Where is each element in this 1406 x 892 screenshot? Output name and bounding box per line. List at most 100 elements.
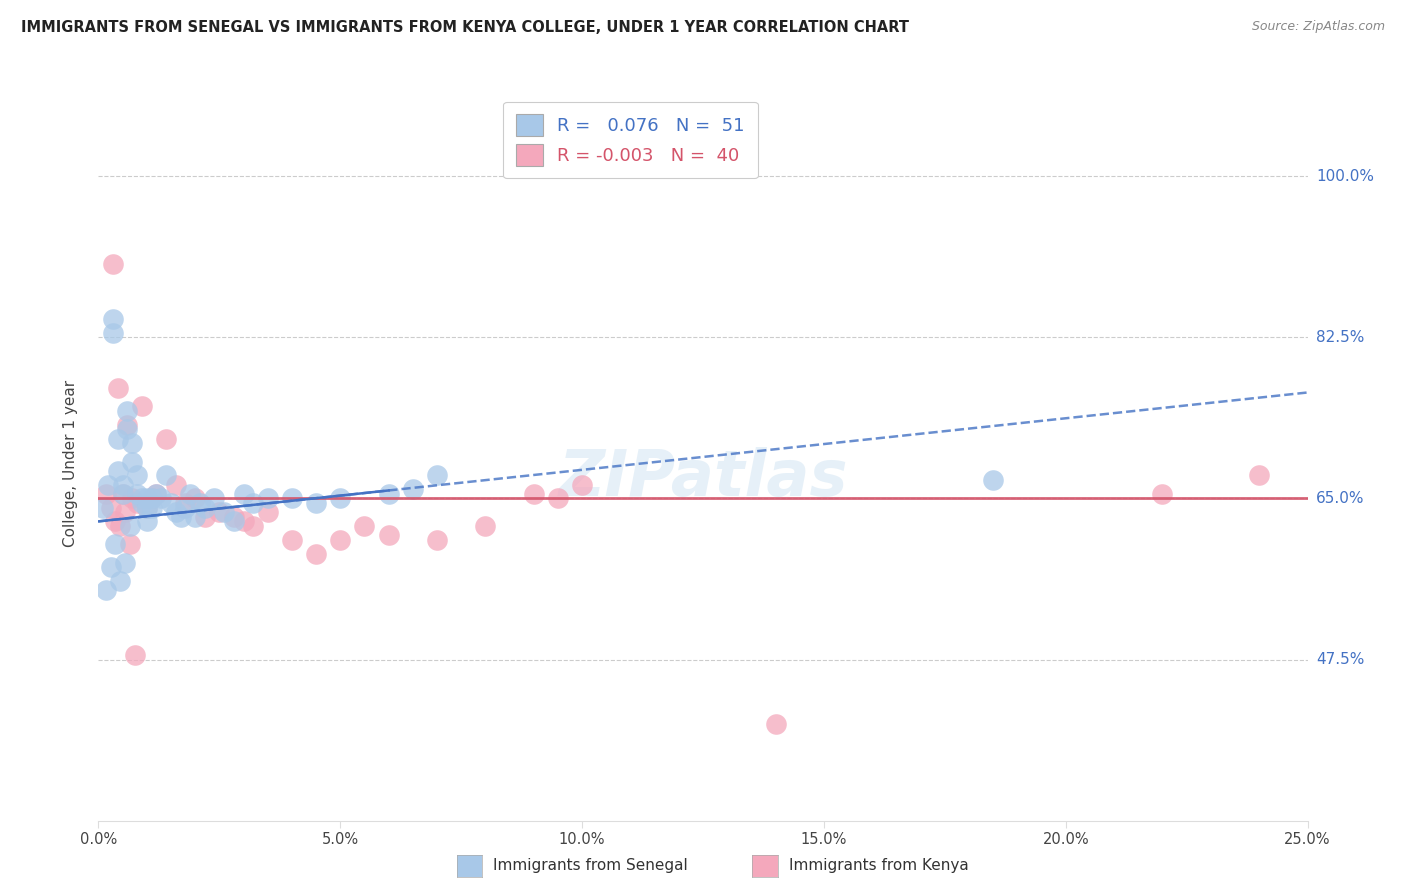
Point [232,487,254,501]
Point [101,256,124,270]
Text: Immigrants from Kenya: Immigrants from Kenya [789,858,969,872]
Point [242,496,264,510]
Point [765,717,787,731]
Point [256,505,278,519]
Point [571,477,593,491]
Point [111,477,134,491]
Point [107,464,129,478]
Point [222,515,245,529]
Point [184,491,207,506]
Point [174,496,197,510]
Point [232,515,254,529]
Point [107,432,129,446]
Point [547,491,569,506]
Point [135,515,157,529]
Point [127,487,149,501]
Point [474,519,496,533]
Point [305,496,328,510]
Point [118,519,141,533]
Point [131,399,153,413]
Point [426,533,449,547]
Point [94,583,117,598]
Point [141,500,163,515]
Y-axis label: College, Under 1 year: College, Under 1 year [63,380,77,548]
Point [121,491,143,506]
Point [101,311,124,326]
Point [145,487,167,501]
Point [377,487,399,501]
Point [117,417,139,432]
Point [121,436,143,450]
Point [165,505,187,519]
Point [155,468,177,483]
Point [124,648,146,662]
Point [118,537,141,551]
Text: IMMIGRANTS FROM SENEGAL VS IMMIGRANTS FROM KENYA COLLEGE, UNDER 1 YEAR CORRELATI: IMMIGRANTS FROM SENEGAL VS IMMIGRANTS FR… [21,20,910,35]
Point [104,537,127,551]
Point [194,509,217,524]
Point [165,477,187,491]
Legend: R =   0.076   N =  51, R = -0.003   N =  40: R = 0.076 N = 51, R = -0.003 N = 40 [503,102,758,178]
Point [212,505,235,519]
Text: Immigrants from Senegal: Immigrants from Senegal [494,858,688,872]
Point [179,487,201,501]
Point [91,500,114,515]
Point [94,487,117,501]
Point [117,404,139,418]
Point [100,500,122,515]
Point [222,509,245,524]
Point [127,468,149,483]
Point [121,454,143,468]
Point [141,491,163,506]
Point [281,491,304,506]
Text: 65.0%: 65.0% [1316,491,1364,506]
Point [305,547,328,561]
Point [135,500,157,515]
Point [101,326,124,340]
Point [108,519,131,533]
Point [131,496,153,510]
Point [353,519,375,533]
Point [104,515,127,529]
Point [169,509,191,524]
Point [174,500,197,515]
Point [117,422,139,436]
Point [150,491,173,506]
Point [188,496,211,510]
Text: 47.5%: 47.5% [1316,652,1364,667]
Point [184,509,207,524]
Point [100,560,122,574]
Point [127,496,149,510]
Point [402,482,425,496]
Point [1249,468,1271,483]
Point [111,487,134,501]
Point [242,519,264,533]
Point [108,574,131,589]
Point [281,533,304,547]
Point [114,556,136,570]
Point [111,487,134,501]
Point [155,432,177,446]
Point [135,491,157,506]
Point [523,487,546,501]
Text: Source: ZipAtlas.com: Source: ZipAtlas.com [1251,20,1385,33]
Point [135,500,157,515]
Point [97,477,120,491]
Point [141,491,163,506]
Point [1152,487,1174,501]
Point [114,505,136,519]
Point [204,491,226,506]
Point [194,500,217,515]
Point [131,491,153,506]
Point [329,533,352,547]
Point [160,496,183,510]
Point [329,491,352,506]
Point [981,473,1004,487]
Text: 100.0%: 100.0% [1316,169,1374,184]
Point [426,468,449,483]
Point [107,381,129,395]
Point [377,528,399,542]
Point [145,487,167,501]
Point [208,505,231,519]
Point [256,491,278,506]
